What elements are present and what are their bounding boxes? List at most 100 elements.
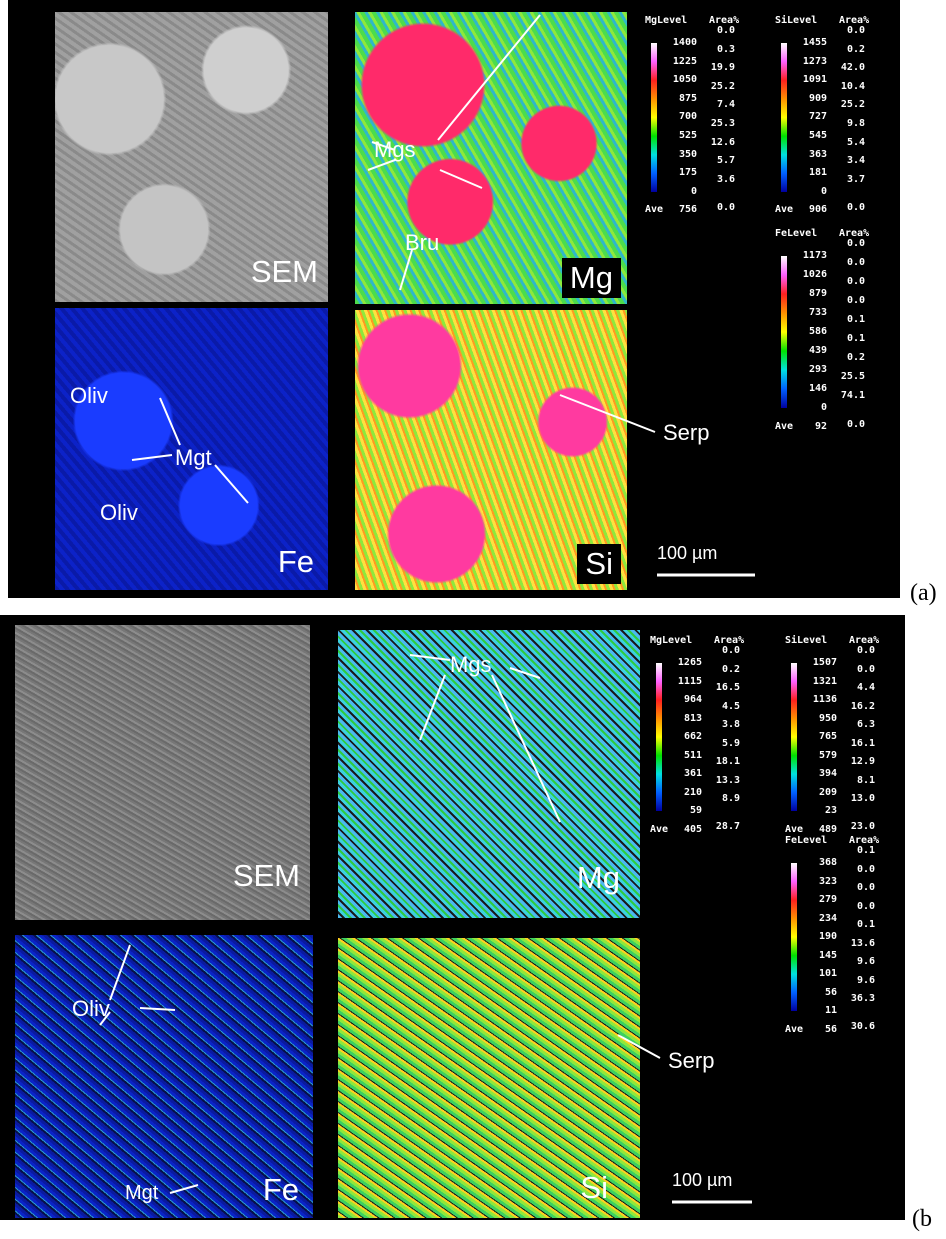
color-bar	[791, 863, 797, 1011]
area-value: 8.9	[722, 793, 740, 804]
color-legend: SiLevelArea%1455127310919097275453631810…	[775, 15, 895, 240]
area-value: 0.0	[847, 238, 865, 249]
area-value: 9.6	[857, 956, 875, 967]
area-value: 0.2	[847, 44, 865, 55]
area-value: 12.9	[851, 756, 875, 767]
level-value: 190	[819, 931, 837, 942]
level-value: 209	[819, 787, 837, 798]
level-value: 879	[809, 288, 827, 299]
ave-value: 56	[825, 1024, 837, 1035]
annotation: Oliv	[70, 383, 108, 409]
level-value: 511	[684, 750, 702, 761]
annotation: Bru	[405, 230, 439, 256]
area-value: 0.0	[857, 882, 875, 893]
level-value: 525	[679, 130, 697, 141]
annotation: Oliv	[100, 500, 138, 526]
annotation: Serp	[668, 1048, 714, 1074]
area-value: 9.8	[847, 118, 865, 129]
area-value: 13.6	[851, 938, 875, 949]
ave-value: 756	[679, 204, 697, 215]
level-value: 11	[825, 1005, 837, 1016]
area-value: 18.1	[716, 756, 740, 767]
level-value: 145	[819, 950, 837, 961]
ave-label: Ave	[785, 1024, 803, 1035]
level-value: 234	[819, 913, 837, 924]
area-value: 3.6	[717, 174, 735, 185]
area-value: 0.1	[847, 314, 865, 325]
level-value: 0	[691, 186, 697, 197]
ave-label: Ave	[645, 204, 663, 215]
ave-label: Ave	[650, 824, 668, 835]
area-value: 0.0	[847, 202, 865, 213]
level-value: 1173	[803, 250, 827, 261]
level-value: 101	[819, 968, 837, 979]
level-value: 293	[809, 364, 827, 375]
ave-value: 489	[819, 824, 837, 835]
level-value: 59	[690, 805, 702, 816]
area-value: 0.2	[722, 664, 740, 675]
level-value: 1115	[678, 676, 702, 687]
area-value: 0.2	[847, 352, 865, 363]
level-value: 727	[809, 111, 827, 122]
area-value: 0.0	[717, 202, 735, 213]
area-value: 42.0	[841, 62, 865, 73]
area-value: 0.1	[857, 845, 875, 856]
area-value: 19.9	[711, 62, 735, 73]
level-value: 700	[679, 111, 697, 122]
color-bar	[781, 256, 787, 408]
level-value: 181	[809, 167, 827, 178]
area-value: 0.0	[857, 645, 875, 656]
area-value: 25.2	[711, 81, 735, 92]
annotation: Serp	[663, 420, 709, 446]
area-value: 6.3	[857, 719, 875, 730]
area-value: 36.3	[851, 993, 875, 1004]
color-legend: MgLevelArea%1265111596481366251136121059…	[650, 635, 770, 859]
level-value: 361	[684, 768, 702, 779]
annotation: Oliv	[72, 996, 110, 1022]
ave-value: 405	[684, 824, 702, 835]
level-value: 439	[809, 345, 827, 356]
area-value: 0.1	[857, 919, 875, 930]
ave-label: Ave	[775, 204, 793, 215]
level-value: 733	[809, 307, 827, 318]
area-value: 5.4	[847, 137, 865, 148]
color-bar	[656, 663, 662, 811]
color-bar	[651, 43, 657, 192]
area-value: 16.5	[716, 682, 740, 693]
area-value: 5.7	[717, 155, 735, 166]
color-bar	[791, 663, 797, 811]
area-value: 7.4	[717, 99, 735, 110]
level-value: 1273	[803, 56, 827, 67]
level-value: 579	[819, 750, 837, 761]
area-value: 0.0	[847, 295, 865, 306]
area-value: 3.7	[847, 174, 865, 185]
area-value: 0.0	[857, 901, 875, 912]
legend-title: MgLevel	[645, 15, 687, 26]
level-value: 1136	[813, 694, 837, 705]
area-value: 8.1	[857, 775, 875, 786]
legend-title: SiLevel	[775, 15, 817, 26]
level-value: 545	[809, 130, 827, 141]
level-value: 1455	[803, 37, 827, 48]
area-value: 0.1	[847, 333, 865, 344]
area-value: 0.0	[722, 645, 740, 656]
level-value: 909	[809, 93, 827, 104]
ave-value: 906	[809, 204, 827, 215]
level-value: 1507	[813, 657, 837, 668]
annotation: Mgs	[450, 652, 492, 678]
panel-label: (b	[912, 1206, 932, 1233]
ave-label: Ave	[775, 421, 793, 432]
level-value: 1265	[678, 657, 702, 668]
level-value: 813	[684, 713, 702, 724]
area-value: 0.0	[857, 864, 875, 875]
area-value: 25.2	[841, 99, 865, 110]
level-value: 1321	[813, 676, 837, 687]
area-value: 0.0	[847, 276, 865, 287]
level-value: 175	[679, 167, 697, 178]
level-value: 1400	[673, 37, 697, 48]
color-bar	[781, 43, 787, 192]
page: {"panels":[ {"label":"(a)","tiles":["SEM…	[0, 0, 946, 1239]
level-value: 363	[809, 149, 827, 160]
